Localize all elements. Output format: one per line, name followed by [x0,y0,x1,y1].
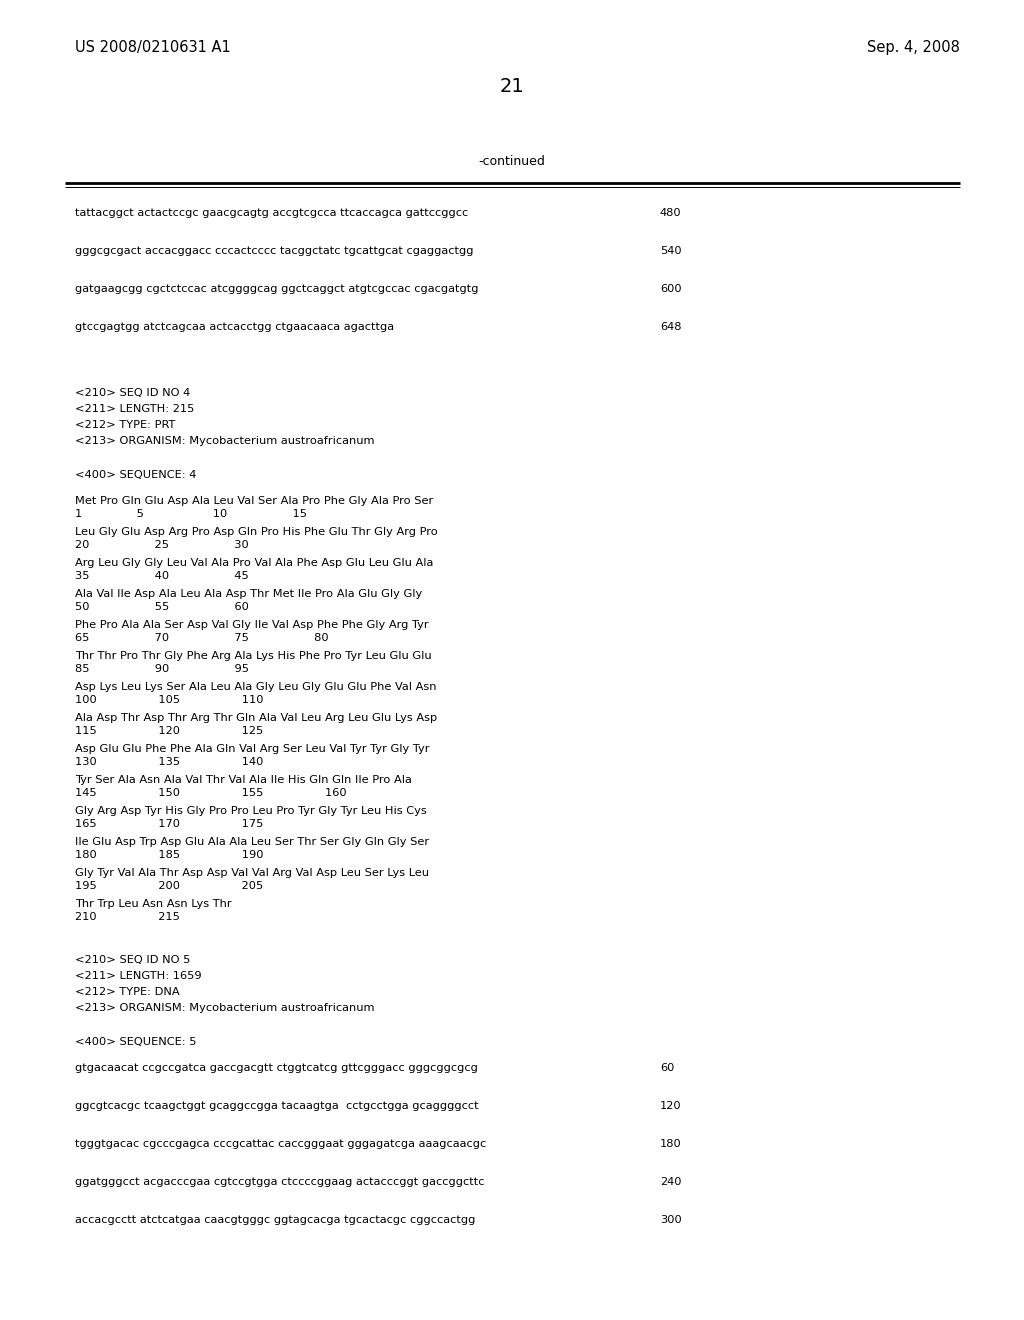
Text: 240: 240 [660,1177,682,1187]
Text: gtgacaacat ccgccgatca gaccgacgtt ctggtcatcg gttcgggacc gggcggcgcg: gtgacaacat ccgccgatca gaccgacgtt ctggtca… [75,1063,478,1073]
Text: 35                  40                  45: 35 40 45 [75,572,249,581]
Text: US 2008/0210631 A1: US 2008/0210631 A1 [75,40,230,55]
Text: 60: 60 [660,1063,675,1073]
Text: 120: 120 [660,1101,682,1111]
Text: 50                  55                  60: 50 55 60 [75,602,249,612]
Text: <213> ORGANISM: Mycobacterium austroafricanum: <213> ORGANISM: Mycobacterium austroafri… [75,1003,375,1012]
Text: <213> ORGANISM: Mycobacterium austroafricanum: <213> ORGANISM: Mycobacterium austroafri… [75,436,375,446]
Text: 1               5                   10                  15: 1 5 10 15 [75,510,307,519]
Text: <400> SEQUENCE: 5: <400> SEQUENCE: 5 [75,1038,197,1047]
Text: <211> LENGTH: 215: <211> LENGTH: 215 [75,404,195,414]
Text: 165                 170                 175: 165 170 175 [75,818,263,829]
Text: 180                 185                 190: 180 185 190 [75,850,263,861]
Text: 648: 648 [660,322,682,333]
Text: tgggtgacac cgcccgagca cccgcattac caccgggaat gggagatcga aaagcaacgc: tgggtgacac cgcccgagca cccgcattac caccggg… [75,1139,486,1148]
Text: Tyr Ser Ala Asn Ala Val Thr Val Ala Ile His Gln Gln Ile Pro Ala: Tyr Ser Ala Asn Ala Val Thr Val Ala Ile … [75,775,412,785]
Text: <210> SEQ ID NO 5: <210> SEQ ID NO 5 [75,954,190,965]
Text: 115                 120                 125: 115 120 125 [75,726,263,737]
Text: Ala Asp Thr Asp Thr Arg Thr Gln Ala Val Leu Arg Leu Glu Lys Asp: Ala Asp Thr Asp Thr Arg Thr Gln Ala Val … [75,713,437,723]
Text: 85                  90                  95: 85 90 95 [75,664,249,675]
Text: ggatgggcct acgacccgaa cgtccgtgga ctccccggaag actacccggt gaccggcttc: ggatgggcct acgacccgaa cgtccgtgga ctccccg… [75,1177,484,1187]
Text: 480: 480 [660,209,682,218]
Text: Phe Pro Ala Ala Ser Asp Val Gly Ile Val Asp Phe Phe Gly Arg Tyr: Phe Pro Ala Ala Ser Asp Val Gly Ile Val … [75,620,429,630]
Text: accacgcctt atctcatgaa caacgtgggc ggtagcacga tgcactacgc cggccactgg: accacgcctt atctcatgaa caacgtgggc ggtagca… [75,1214,475,1225]
Text: 195                 200                 205: 195 200 205 [75,880,263,891]
Text: Arg Leu Gly Gly Leu Val Ala Pro Val Ala Phe Asp Glu Leu Glu Ala: Arg Leu Gly Gly Leu Val Ala Pro Val Ala … [75,558,433,568]
Text: Gly Tyr Val Ala Thr Asp Asp Val Val Arg Val Asp Leu Ser Lys Leu: Gly Tyr Val Ala Thr Asp Asp Val Val Arg … [75,869,429,878]
Text: Gly Arg Asp Tyr His Gly Pro Pro Leu Pro Tyr Gly Tyr Leu His Cys: Gly Arg Asp Tyr His Gly Pro Pro Leu Pro … [75,807,427,816]
Text: gggcgcgact accacggacc cccactcccc tacggctatc tgcattgcat cgaggactgg: gggcgcgact accacggacc cccactcccc tacggct… [75,246,473,256]
Text: gtccgagtgg atctcagcaa actcacctgg ctgaacaaca agacttga: gtccgagtgg atctcagcaa actcacctgg ctgaaca… [75,322,394,333]
Text: 600: 600 [660,284,682,294]
Text: 130                 135                 140: 130 135 140 [75,756,263,767]
Text: <212> TYPE: DNA: <212> TYPE: DNA [75,987,179,997]
Text: Thr Trp Leu Asn Asn Lys Thr: Thr Trp Leu Asn Asn Lys Thr [75,899,231,909]
Text: <400> SEQUENCE: 4: <400> SEQUENCE: 4 [75,470,197,480]
Text: 300: 300 [660,1214,682,1225]
Text: Sep. 4, 2008: Sep. 4, 2008 [867,40,961,55]
Text: Thr Thr Pro Thr Gly Phe Arg Ala Lys His Phe Pro Tyr Leu Glu Glu: Thr Thr Pro Thr Gly Phe Arg Ala Lys His … [75,651,432,661]
Text: <212> TYPE: PRT: <212> TYPE: PRT [75,420,175,430]
Text: 145                 150                 155                 160: 145 150 155 160 [75,788,347,799]
Text: Asp Glu Glu Phe Phe Ala Gln Val Arg Ser Leu Val Tyr Tyr Gly Tyr: Asp Glu Glu Phe Phe Ala Gln Val Arg Ser … [75,744,429,754]
Text: Met Pro Gln Glu Asp Ala Leu Val Ser Ala Pro Phe Gly Ala Pro Ser: Met Pro Gln Glu Asp Ala Leu Val Ser Ala … [75,496,433,506]
Text: 210                 215: 210 215 [75,912,180,921]
Text: 180: 180 [660,1139,682,1148]
Text: ggcgtcacgc tcaagctggt gcaggccgga tacaagtga  cctgcctgga gcaggggcct: ggcgtcacgc tcaagctggt gcaggccgga tacaagt… [75,1101,478,1111]
Text: gatgaagcgg cgctctccac atcggggcag ggctcaggct atgtcgccac cgacgatgtg: gatgaagcgg cgctctccac atcggggcag ggctcag… [75,284,478,294]
Text: 65                  70                  75                  80: 65 70 75 80 [75,634,329,643]
Text: Asp Lys Leu Lys Ser Ala Leu Ala Gly Leu Gly Glu Glu Phe Val Asn: Asp Lys Leu Lys Ser Ala Leu Ala Gly Leu … [75,682,436,692]
Text: 20                  25                  30: 20 25 30 [75,540,249,550]
Text: tattacggct actactccgc gaacgcagtg accgtcgcca ttcaccagca gattccggcc: tattacggct actactccgc gaacgcagtg accgtcg… [75,209,468,218]
Text: -continued: -continued [478,154,546,168]
Text: <211> LENGTH: 1659: <211> LENGTH: 1659 [75,972,202,981]
Text: Ala Val Ile Asp Ala Leu Ala Asp Thr Met Ile Pro Ala Glu Gly Gly: Ala Val Ile Asp Ala Leu Ala Asp Thr Met … [75,589,422,599]
Text: Ile Glu Asp Trp Asp Glu Ala Ala Leu Ser Thr Ser Gly Gln Gly Ser: Ile Glu Asp Trp Asp Glu Ala Ala Leu Ser … [75,837,429,847]
Text: 100                 105                 110: 100 105 110 [75,696,263,705]
Text: Leu Gly Glu Asp Arg Pro Asp Gln Pro His Phe Glu Thr Gly Arg Pro: Leu Gly Glu Asp Arg Pro Asp Gln Pro His … [75,527,437,537]
Text: <210> SEQ ID NO 4: <210> SEQ ID NO 4 [75,388,190,399]
Text: 540: 540 [660,246,682,256]
Text: 21: 21 [500,77,524,96]
